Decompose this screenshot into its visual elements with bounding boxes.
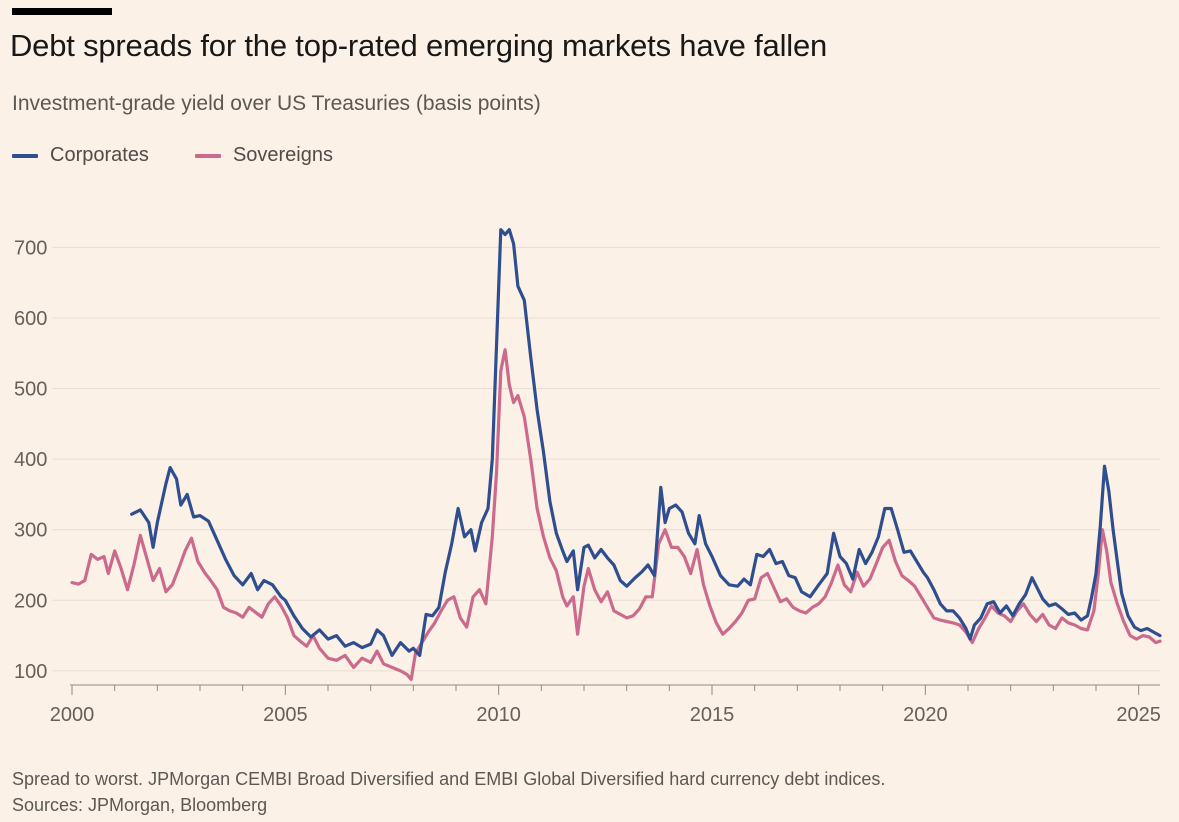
chart-footer: Spread to worst. JPMorgan CEMBI Broad Di…: [12, 766, 885, 818]
y-tick-label-400: 400: [14, 449, 47, 471]
line-chart: 100 200 300 400 500 600 700 2000 2005 2010 2015 202…: [14, 228, 1162, 726]
legend-item-corporates: Corporates: [12, 144, 149, 167]
brand-bar: [12, 8, 112, 15]
legend-label-corporates: Corporates: [50, 144, 149, 166]
legend-item-sovereigns: Sovereigns: [194, 144, 333, 167]
y-tick-label-300: 300: [14, 520, 47, 542]
legend-swatch-sovereigns: [194, 153, 221, 158]
y-tick-label-200: 200: [14, 590, 47, 612]
x-tick-label-2000: 2000: [50, 704, 95, 726]
legend-label-sovereigns: Sovereigns: [232, 144, 333, 166]
y-tick-label-700: 700: [14, 237, 47, 259]
x-tick-label-2005: 2005: [263, 704, 308, 726]
x-tick-label-2010: 2010: [476, 704, 521, 726]
chart-title: Debt spreads for the top-rated emerging …: [10, 28, 828, 63]
y-tick-label-100: 100: [14, 661, 47, 683]
footer-note: Spread to worst. JPMorgan CEMBI Broad Di…: [12, 769, 886, 789]
series-line-sovereigns: [70, 348, 1162, 681]
chart-subtitle: Investment-grade yield over US Treasurie…: [12, 92, 541, 115]
y-tick-label-500: 500: [14, 379, 47, 401]
footer-sources: Sources: JPMorgan, Bloomberg: [12, 795, 268, 815]
x-tick-label-2020: 2020: [903, 704, 948, 726]
x-tick-label-2025: 2025: [1116, 704, 1161, 726]
legend-swatch-corporates: [12, 153, 38, 158]
series-line-corporates: [130, 228, 1162, 657]
legend: Corporates Sovereigns: [12, 144, 333, 167]
x-tick-label-2015: 2015: [690, 704, 735, 726]
y-tick-label-600: 600: [14, 308, 47, 330]
